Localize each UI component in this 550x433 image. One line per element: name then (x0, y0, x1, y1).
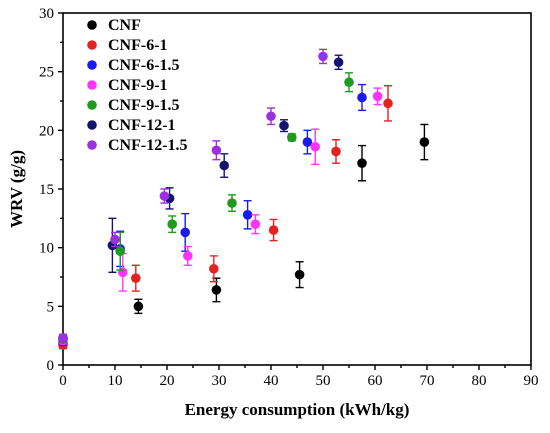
x-tick-label: 20 (160, 373, 175, 389)
x-axis-ticks: 0 10 20 30 40 50 60 70 80 90 (59, 365, 539, 389)
data-point (167, 219, 177, 229)
data-point (180, 227, 190, 238)
x-tick-label: 50 (316, 373, 331, 389)
y-axis-ticks: 0 5 10 15 20 25 30 (39, 6, 63, 374)
data-point (419, 137, 430, 147)
data-point (279, 120, 289, 131)
y-tick-label: 20 (39, 123, 54, 139)
y-tick-label: 30 (39, 6, 54, 22)
data-point (333, 57, 344, 68)
legend-marker (87, 80, 97, 90)
x-axis-title: Energy consumption (kWh/kg) (185, 400, 410, 419)
legend-label: CNF-9-1 (108, 77, 168, 94)
data-point (58, 333, 68, 343)
data-point (133, 301, 144, 312)
series-CNF-12-1 (58, 54, 344, 343)
data-point (250, 219, 261, 229)
legend-label: CNF-12-1 (108, 117, 176, 134)
data-point (110, 234, 120, 245)
x-tick-label: 10 (108, 373, 123, 389)
data-point (227, 198, 237, 208)
series-layer (58, 48, 430, 350)
data-point (357, 92, 367, 103)
x-tick-label: 60 (368, 373, 383, 389)
data-point (344, 77, 354, 88)
data-point (115, 246, 125, 256)
data-point (372, 91, 383, 102)
legend-label: CNF-12-1.5 (108, 137, 188, 154)
y-tick-label: 10 (39, 241, 54, 257)
y-tick-label: 25 (39, 65, 54, 81)
legend-label: CNF-9-1.5 (108, 97, 180, 114)
x-tick-label: 90 (524, 373, 539, 389)
data-point (318, 51, 328, 62)
legend-marker (87, 120, 97, 130)
data-point (159, 191, 170, 201)
data-point (211, 145, 222, 156)
legend-marker (87, 60, 97, 70)
series-CNF-9-1.5 (58, 72, 354, 344)
data-point (219, 160, 229, 171)
data-point (357, 158, 367, 168)
legend-marker (87, 140, 97, 150)
data-point (131, 273, 141, 283)
data-point (183, 251, 193, 261)
data-point (118, 267, 128, 278)
legend-label: CNF-6-1.5 (108, 57, 180, 74)
x-tick-label: 70 (420, 373, 435, 389)
series-CNF-12-1.5 (58, 48, 328, 343)
y-tick-label: 15 (39, 182, 54, 198)
legend: CNF CNF-6-1 CNF-6-1.5 CNF-9-1 CNF-9-1.5 CNF-1… (87, 17, 188, 154)
x-tick-label: 30 (212, 373, 227, 389)
data-point (302, 137, 313, 147)
y-tick-label: 5 (47, 299, 55, 315)
data-point (294, 269, 305, 280)
data-point (266, 111, 276, 122)
y-tick-label: 0 (47, 358, 55, 374)
data-point (242, 210, 253, 220)
data-point (209, 263, 219, 274)
data-point (331, 146, 341, 157)
data-point (310, 141, 321, 152)
x-tick-label: 40 (264, 373, 279, 389)
data-point (383, 98, 393, 109)
series-CNF-6-1.5 (58, 83, 367, 347)
legend-marker (87, 100, 97, 110)
legend-label: CNF-6-1 (108, 37, 168, 54)
data-point (268, 225, 279, 235)
data-point (287, 132, 297, 143)
x-tick-label: 0 (59, 373, 67, 389)
data-point (211, 285, 222, 295)
legend-marker (87, 40, 97, 50)
x-tick-label: 80 (472, 373, 487, 389)
legend-label: CNF (108, 17, 141, 34)
series-CNF-9-1 (58, 87, 383, 346)
y-axis-title: WRV (g/g) (7, 150, 26, 228)
legend-marker (87, 20, 97, 30)
